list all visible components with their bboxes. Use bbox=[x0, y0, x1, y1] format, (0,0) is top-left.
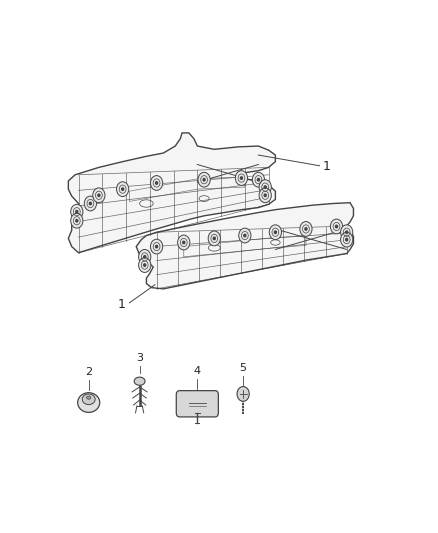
Circle shape bbox=[259, 188, 271, 203]
Circle shape bbox=[203, 179, 205, 181]
Circle shape bbox=[117, 182, 129, 197]
Circle shape bbox=[235, 171, 247, 185]
Polygon shape bbox=[68, 133, 276, 253]
Circle shape bbox=[336, 225, 338, 228]
Ellipse shape bbox=[134, 377, 145, 385]
Circle shape bbox=[346, 231, 348, 233]
Circle shape bbox=[240, 177, 243, 179]
Circle shape bbox=[208, 231, 220, 246]
Polygon shape bbox=[136, 203, 353, 289]
Circle shape bbox=[237, 386, 249, 401]
Circle shape bbox=[346, 238, 348, 241]
Text: 5: 5 bbox=[240, 364, 247, 374]
Circle shape bbox=[259, 180, 271, 195]
Circle shape bbox=[198, 172, 210, 187]
Circle shape bbox=[155, 182, 158, 184]
Circle shape bbox=[84, 196, 96, 211]
Circle shape bbox=[239, 228, 251, 243]
Circle shape bbox=[151, 175, 162, 190]
Circle shape bbox=[138, 249, 151, 264]
Text: 1: 1 bbox=[323, 160, 331, 173]
Circle shape bbox=[122, 188, 124, 190]
Circle shape bbox=[264, 186, 266, 188]
Circle shape bbox=[252, 172, 265, 187]
Circle shape bbox=[138, 257, 151, 272]
Circle shape bbox=[89, 202, 92, 205]
Circle shape bbox=[330, 219, 343, 234]
Circle shape bbox=[300, 222, 312, 236]
Circle shape bbox=[269, 225, 282, 240]
Circle shape bbox=[213, 237, 215, 240]
Ellipse shape bbox=[78, 393, 100, 413]
Circle shape bbox=[183, 241, 185, 244]
Circle shape bbox=[144, 264, 146, 266]
Circle shape bbox=[93, 188, 105, 203]
Circle shape bbox=[155, 245, 158, 248]
Circle shape bbox=[98, 194, 100, 197]
Circle shape bbox=[71, 204, 83, 219]
Text: 2: 2 bbox=[85, 367, 92, 377]
Circle shape bbox=[264, 194, 266, 197]
Circle shape bbox=[244, 235, 246, 237]
Circle shape bbox=[341, 232, 353, 247]
FancyBboxPatch shape bbox=[176, 391, 219, 417]
Circle shape bbox=[341, 225, 353, 240]
Circle shape bbox=[258, 179, 259, 181]
Circle shape bbox=[144, 256, 146, 258]
Circle shape bbox=[71, 213, 83, 228]
Text: 1: 1 bbox=[118, 298, 126, 311]
Circle shape bbox=[305, 228, 307, 230]
Ellipse shape bbox=[87, 396, 91, 399]
Circle shape bbox=[76, 211, 78, 213]
Text: 3: 3 bbox=[136, 353, 143, 363]
Text: 4: 4 bbox=[194, 366, 201, 376]
Ellipse shape bbox=[82, 394, 95, 405]
Circle shape bbox=[274, 231, 276, 233]
Circle shape bbox=[76, 220, 78, 222]
Circle shape bbox=[151, 239, 162, 254]
Circle shape bbox=[178, 235, 190, 250]
